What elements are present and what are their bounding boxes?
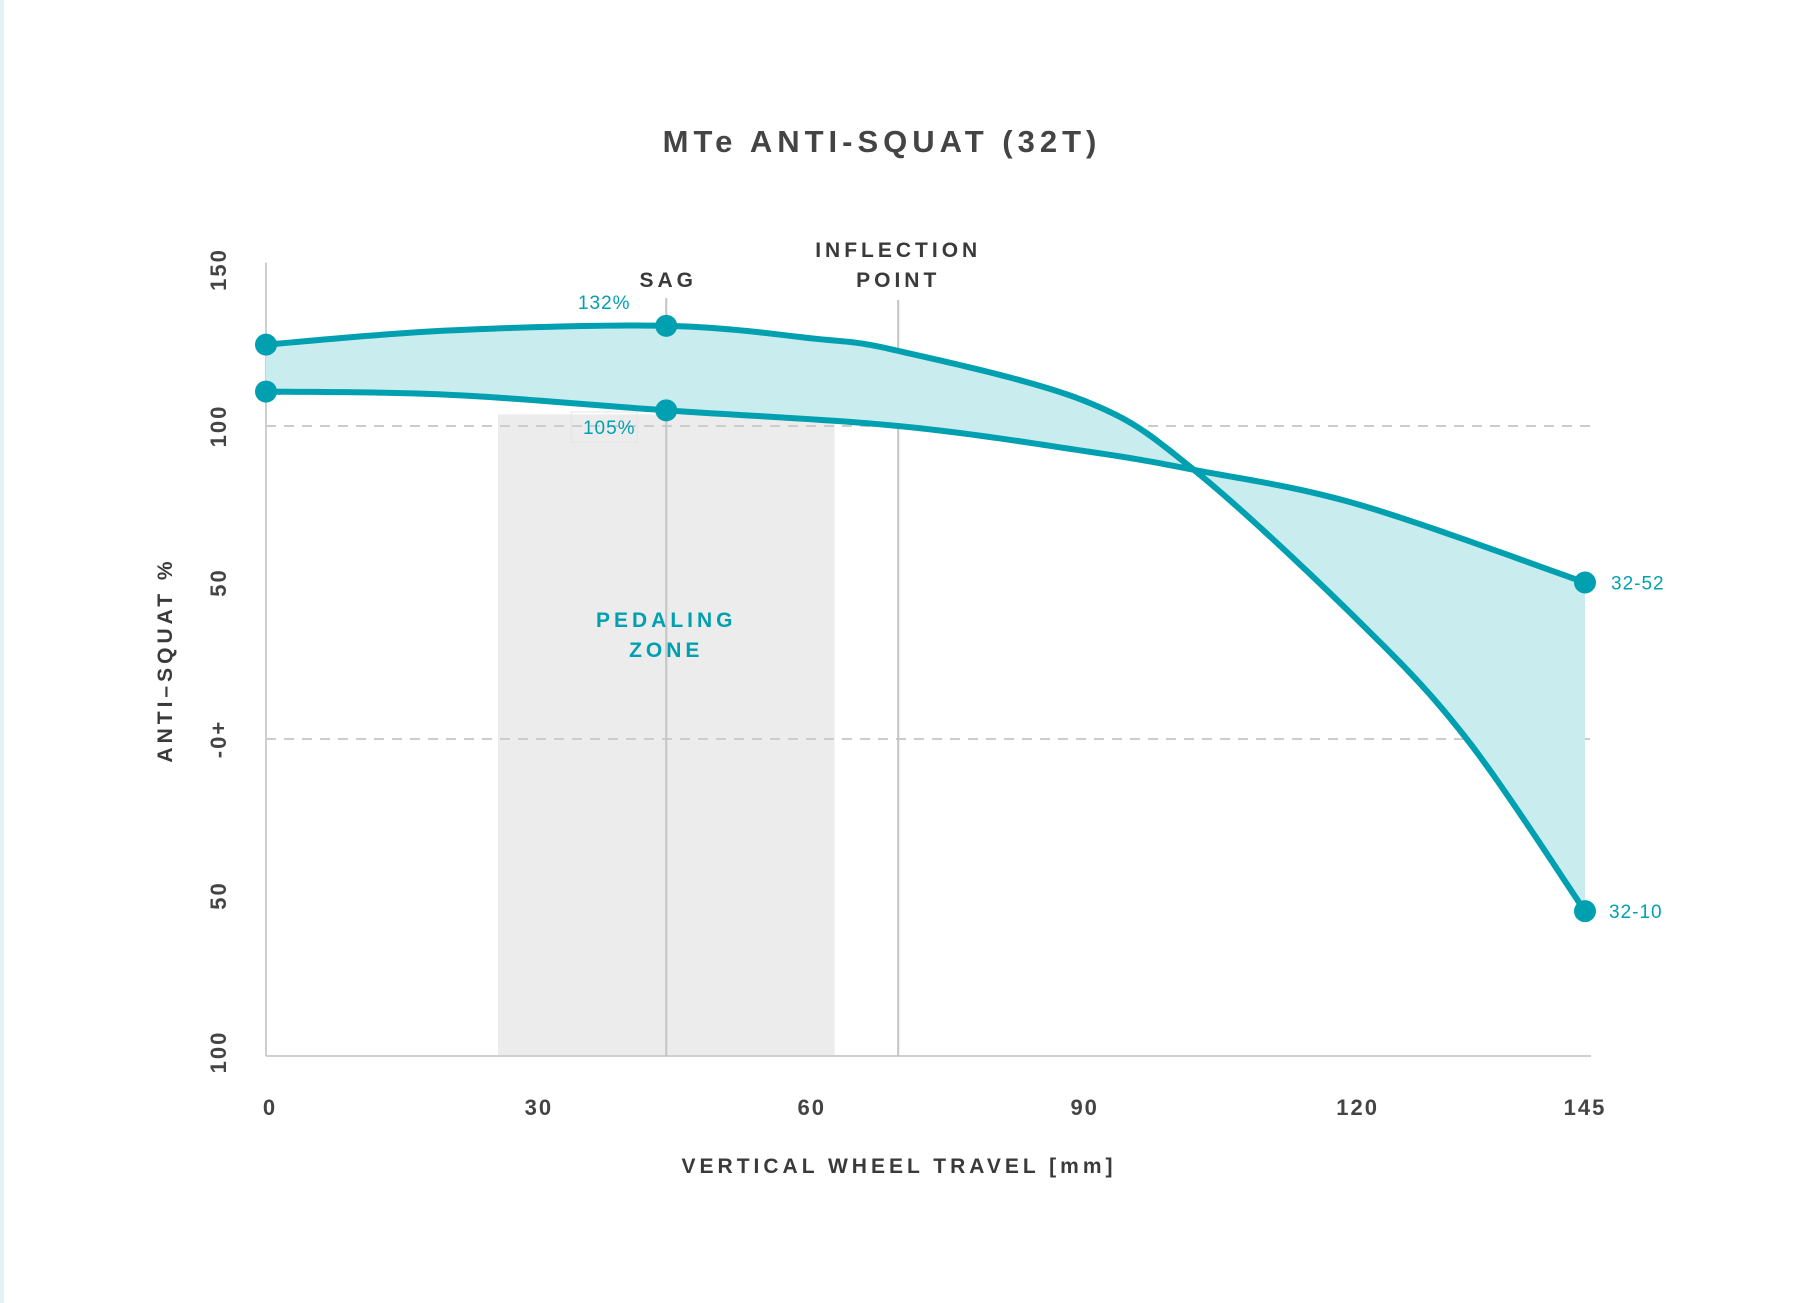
data-point-32-10-0 <box>255 333 277 356</box>
data-point-32-10-145 <box>1574 900 1596 923</box>
y-tick-label: 100 <box>206 1031 231 1074</box>
inflection-label-line2: POINT <box>856 269 940 292</box>
data-point-32-52-145 <box>1574 571 1596 594</box>
data-point-32-52-44 <box>655 399 678 422</box>
data-point-32-52-0 <box>255 380 277 403</box>
pedaling-zone-label-line2: ZONE <box>629 639 703 662</box>
sag-lower-value-box <box>570 411 638 443</box>
y-tick-label: 100 <box>206 405 231 448</box>
data-point-32-10-44 <box>655 314 678 337</box>
x-tick-label: 120 <box>1336 1095 1379 1120</box>
sag-label: SAG <box>639 269 697 292</box>
x-tick-label: 0 <box>263 1095 277 1120</box>
series-label-32-10: 32-10 <box>1609 902 1663 923</box>
x-tick-label: 60 <box>798 1095 826 1120</box>
y-axis-label: ANTI–SQUAT % <box>154 557 177 762</box>
y-tick-label: 150 <box>206 248 231 291</box>
inflection-label-line1: INFLECTION <box>815 239 981 262</box>
series-line-32-10 <box>265 322 1588 913</box>
series-line-32-52 <box>265 388 1586 586</box>
y-tick-label: -0+ <box>206 720 231 758</box>
y-tick-label: 50 <box>206 568 231 596</box>
x-tick-label: 145 <box>1564 1095 1607 1120</box>
x-tick-label: 90 <box>1070 1095 1098 1120</box>
y-tick-label: 50 <box>206 881 231 909</box>
x-axis-label: VERTICAL WHEEL TRAVEL [mm] <box>682 1155 1117 1178</box>
sag-lower-value-label: 105% <box>583 418 636 439</box>
pedaling-zone-label-line1: PEDALING <box>596 609 737 632</box>
area-between-series <box>266 325 1585 912</box>
sag-upper-value-label: 132% <box>578 293 631 314</box>
series-label-32-52: 32-52 <box>1611 574 1665 595</box>
left-border-strip <box>0 0 4 1303</box>
chart-title: MTe ANTI-SQUAT (32T) <box>663 124 1102 159</box>
x-tick-label: 30 <box>525 1095 553 1120</box>
